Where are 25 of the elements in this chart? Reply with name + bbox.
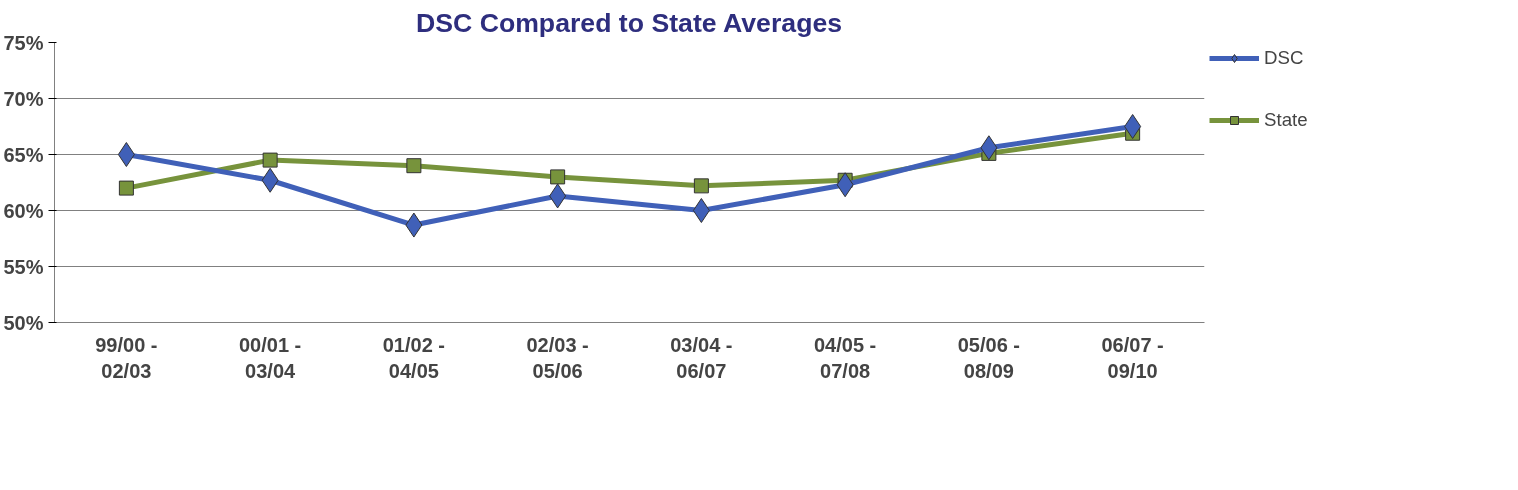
point [406, 158, 422, 174]
point [1124, 114, 1142, 139]
point [262, 152, 278, 168]
point [117, 142, 135, 167]
y-tick-label: 60% [3, 199, 44, 222]
legend-label: State [1264, 109, 1308, 131]
x-tick-label: 99/00 - 02/03 [95, 333, 158, 382]
y-tick-label: 75% [3, 31, 44, 54]
x-tick-label: 01/02 - 04/05 [382, 333, 446, 382]
point [692, 198, 710, 223]
y-tick-label: 50% [3, 311, 44, 334]
x-tick-label: 00/01 - 03/04 [238, 333, 302, 382]
x-tick-label: 05/06 - 08/09 [957, 333, 1021, 382]
y-tick-label: 55% [3, 255, 44, 278]
y-tick-label: 65% [3, 143, 44, 166]
x-tick-label: 04/05 - 07/08 [813, 333, 877, 382]
point [693, 178, 709, 194]
point [550, 169, 566, 185]
x-tick-label: 06/07 - 09/10 [1101, 333, 1164, 382]
point [118, 180, 134, 196]
chart-title: DSC Compared to State Averages [415, 7, 843, 38]
x-tick-label: 02/03 - 05/06 [526, 333, 589, 382]
y-tick-label: 70% [3, 87, 44, 110]
x-tick-label: 03/04 - 06/07 [670, 333, 733, 382]
legend-label: DSC [1264, 47, 1304, 69]
